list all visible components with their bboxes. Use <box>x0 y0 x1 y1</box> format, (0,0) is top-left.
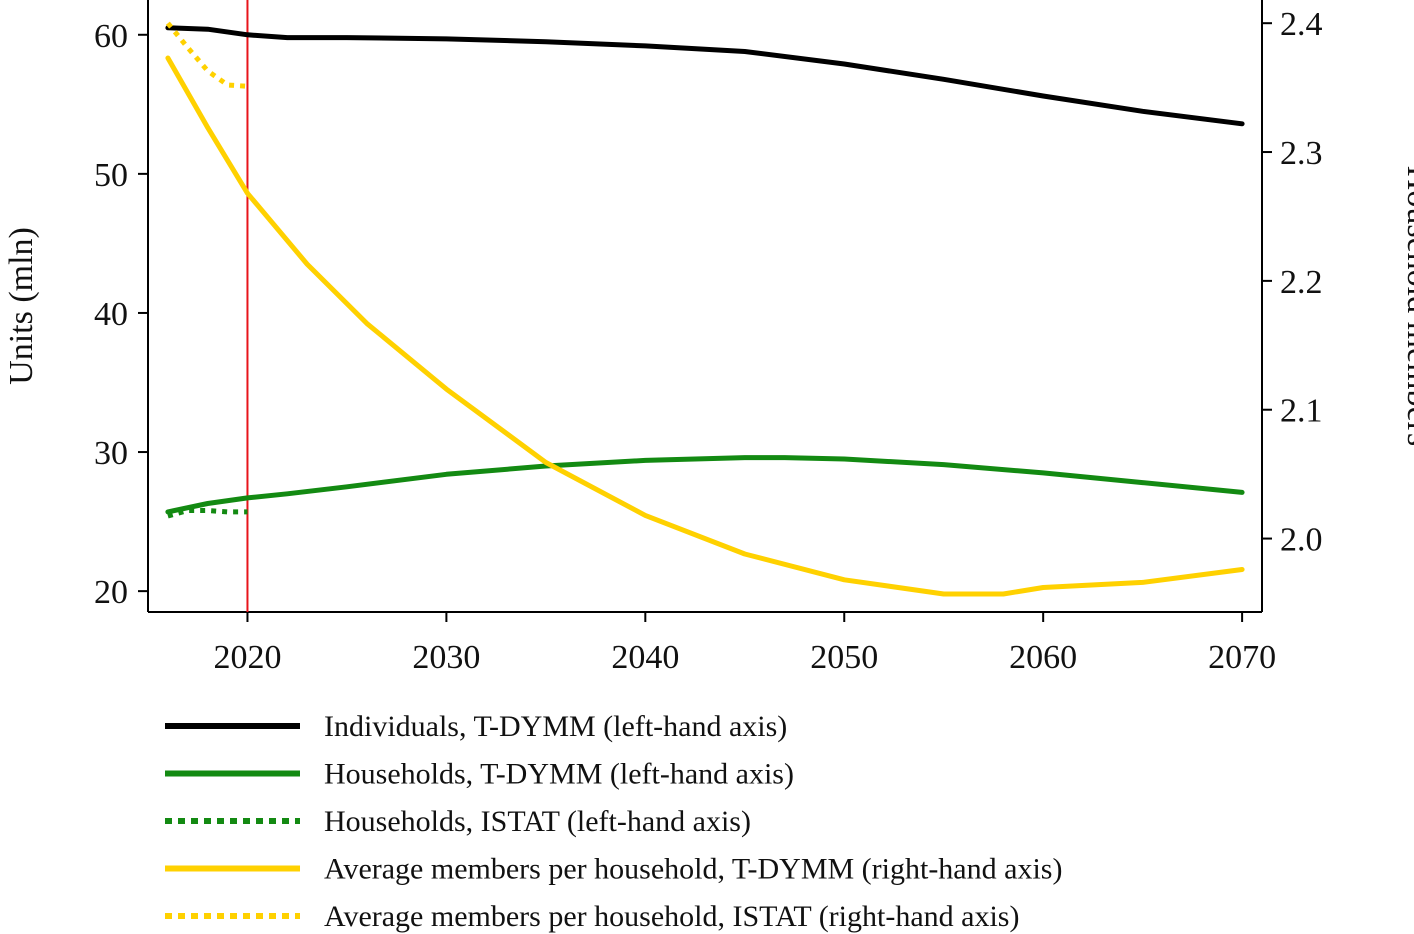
series-line-1 <box>165 25 1245 127</box>
right-axis-ticks: 2.0 2.1 2.2 2.3 2.4 <box>1262 6 1323 559</box>
x-tick-label: 2060 <box>1009 639 1077 676</box>
left-tick-label: 50 <box>94 157 128 194</box>
series-layer <box>165 21 1245 597</box>
left-axis-ticks: 20 30 40 50 60 <box>94 18 148 611</box>
legend-label: Average members per household, T-DYMM (r… <box>324 853 1062 886</box>
x-tick-label: 2040 <box>611 639 679 676</box>
legend-label: Households, ISTAT (left-hand axis) <box>324 805 751 838</box>
right-tick-label: 2.2 <box>1280 264 1323 301</box>
series-line-3 <box>167 508 248 519</box>
right-tick-label: 2.3 <box>1280 135 1323 172</box>
series-line-4 <box>165 55 1245 597</box>
x-tick-label: 2070 <box>1208 639 1276 676</box>
right-tick-label: 2.4 <box>1280 6 1323 43</box>
right-tick-label: 2.0 <box>1280 522 1323 559</box>
left-tick-label: 40 <box>94 296 128 333</box>
left-tick-label: 60 <box>94 18 128 55</box>
x-tick-label: 2020 <box>213 639 281 676</box>
legend-label: Individuals, T-DYMM (left-hand axis) <box>324 710 787 743</box>
left-axis-title: Units (mln) <box>3 227 40 385</box>
legend: Individuals, T-DYMM (left-hand axis) Hous… <box>165 710 1062 933</box>
right-tick-label: 2.1 <box>1280 393 1323 430</box>
legend-label: Average members per household, ISTAT (ri… <box>324 900 1019 933</box>
left-tick-label: 20 <box>94 574 128 611</box>
right-axis-title: Household members <box>1400 166 1414 446</box>
x-tick-label: 2030 <box>412 639 480 676</box>
legend-label: Households, T-DYMM (left-hand axis) <box>324 758 794 791</box>
x-tick-label: 2050 <box>810 639 878 676</box>
series-line-2 <box>165 455 1245 515</box>
left-tick-label: 30 <box>94 435 128 472</box>
x-axis-ticks: 2020 2030 2040 2050 2060 2070 <box>213 612 1276 676</box>
